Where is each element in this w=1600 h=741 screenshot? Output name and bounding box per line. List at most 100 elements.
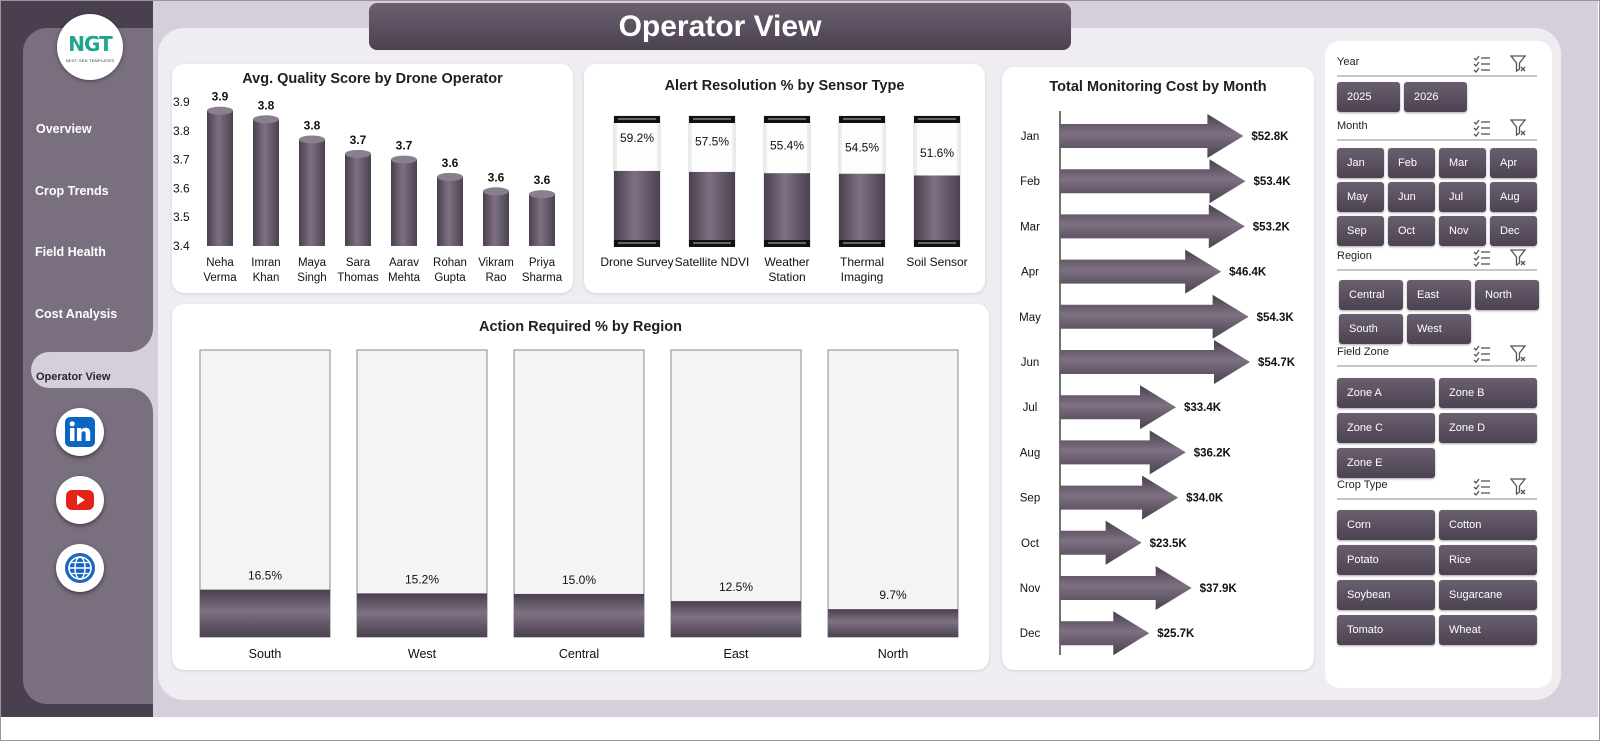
quality-bar[interactable] [483,191,509,246]
alert-x-label: Drone Survey [600,255,673,269]
clear-filter-icon[interactable] [1501,476,1527,496]
cost-arrow-bar[interactable] [1060,159,1246,204]
cost-arrow-bar[interactable] [1060,114,1244,158]
multi-select-icon[interactable] [1471,476,1495,496]
cost-arrow-bar[interactable] [1060,204,1245,249]
quality-bar[interactable] [345,153,371,246]
clear-filter-icon[interactable] [1501,117,1527,137]
action-x-label: Central [559,647,599,661]
zone-option-zone-e[interactable]: Zone E [1337,448,1435,478]
year-filter-header: Year [1337,53,1537,77]
month-option-jun[interactable]: Jun [1388,182,1435,212]
quality-bar[interactable] [299,139,325,246]
month-option-mar[interactable]: Mar [1439,148,1486,178]
crop-option-tomato[interactable]: Tomato [1337,615,1435,645]
multi-select-icon[interactable] [1471,247,1495,267]
quality-x-label: Imran [251,257,280,269]
month-option-may[interactable]: May [1337,182,1384,212]
alert-bar[interactable] [689,171,735,246]
region-option-east[interactable]: East [1407,280,1471,310]
quality-chart-title: Avg. Quality Score by Drone Operator [242,71,503,87]
clear-filter-icon[interactable] [1501,247,1527,267]
alert-bar[interactable] [614,170,660,246]
action-bar[interactable] [200,589,330,637]
cost-arrow-bar[interactable] [1060,249,1222,294]
page-title: Operator View [369,3,1071,50]
cost-arrow-bar[interactable] [1060,430,1186,475]
nav-item-field-health[interactable]: Field Health [35,245,106,259]
alert-x-label: Weather [764,255,809,269]
month-option-jan[interactable]: Jan [1337,148,1384,178]
multi-select-icon[interactable] [1471,343,1495,363]
month-option-oct[interactable]: Oct [1388,216,1435,246]
youtube-icon[interactable] [56,476,104,524]
quality-data-label: 3.6 [534,173,551,187]
month-option-feb[interactable]: Feb [1388,148,1435,178]
month-option-sep[interactable]: Sep [1337,216,1384,246]
crop-option-sugarcane[interactable]: Sugarcane [1439,580,1537,610]
nav-item-cost-analysis[interactable]: Cost Analysis [35,307,118,321]
cost-month-label: Dec [1020,628,1041,640]
quality-bar[interactable] [253,119,279,246]
crop-option-rice[interactable]: Rice [1439,545,1537,575]
nav-item-overview[interactable]: Overview [36,122,92,136]
region-option-west[interactable]: West [1407,314,1471,344]
quality-chart: 3.9 3.8 3.7 3.6 3.5 3.4 3.9 Neha Verma 3.8 Imran Kh… [173,90,563,284]
clear-filter-icon[interactable] [1501,343,1527,363]
quality-bar[interactable] [437,176,463,246]
crop-option-wheat[interactable]: Wheat [1439,615,1537,645]
linkedin-icon[interactable] [56,408,104,456]
cost-month-label: Apr [1021,267,1039,279]
region-filter-header: Region [1337,247,1537,271]
nav-active-tab[interactable] [31,352,153,388]
multi-select-icon[interactable] [1471,117,1495,137]
quality-data-label: 3.7 [350,133,367,147]
nav-item-operator-view[interactable]: Operator View [36,371,111,383]
cost-data-label: $34.0K [1186,493,1224,505]
action-bar[interactable] [671,601,801,637]
alert-bar[interactable] [914,175,960,246]
multi-select-icon[interactable] [1471,53,1495,73]
crop-option-cotton[interactable]: Cotton [1439,510,1537,540]
month-option-dec[interactable]: Dec [1490,216,1537,246]
year-option-2025[interactable]: 2025 [1337,82,1400,112]
crop-option-potato[interactable]: Potato [1337,545,1435,575]
cost-arrow-bar[interactable] [1060,294,1249,339]
region-option-north[interactable]: North [1475,280,1539,310]
web-icon[interactable] [56,544,104,592]
zone-option-zone-c[interactable]: Zone C [1337,413,1435,443]
cost-arrow-bar[interactable] [1060,611,1150,656]
action-bar[interactable] [514,593,644,637]
quality-bar[interactable] [529,194,555,246]
month-option-aug[interactable]: Aug [1490,182,1537,212]
action-bar[interactable] [357,593,487,637]
cost-arrow-bar[interactable] [1060,520,1142,565]
crop-option-soybean[interactable]: Soybean [1337,580,1435,610]
month-option-nov[interactable]: Nov [1439,216,1486,246]
quality-bar-cap [253,115,279,124]
zone-option-zone-a[interactable]: Zone A [1337,378,1435,408]
cost-arrow-bar[interactable] [1060,475,1179,520]
year-option-2026[interactable]: 2026 [1404,82,1467,112]
region-option-central[interactable]: Central [1339,280,1403,310]
cost-arrow-bar[interactable] [1060,385,1177,430]
quality-bar[interactable] [391,159,417,246]
clear-filter-icon[interactable] [1501,53,1527,73]
month-option-jul[interactable]: Jul [1439,182,1486,212]
zone-option-zone-d[interactable]: Zone D [1439,413,1537,443]
alert-chart-title: Alert Resolution % by Sensor Type [664,78,905,94]
zone-option-zone-b[interactable]: Zone B [1439,378,1537,408]
alert-bar[interactable] [764,173,810,246]
logo-tagline: NEXT GEN TEMPLATES [65,57,115,63]
crop-filter-title: Crop Type [1337,479,1388,491]
crop-option-corn[interactable]: Corn [1337,510,1435,540]
region-option-south[interactable]: South [1339,314,1403,344]
cost-month-label: Jan [1021,131,1040,143]
cost-arrow-bar[interactable] [1060,566,1192,610]
cost-arrow-bar[interactable] [1060,340,1250,384]
quality-bar[interactable] [207,110,233,246]
nav-item-crop-trends[interactable]: Crop Trends [35,184,109,198]
alert-bar[interactable] [839,173,885,246]
month-option-apr[interactable]: Apr [1490,148,1537,178]
action-bar[interactable] [828,609,958,637]
